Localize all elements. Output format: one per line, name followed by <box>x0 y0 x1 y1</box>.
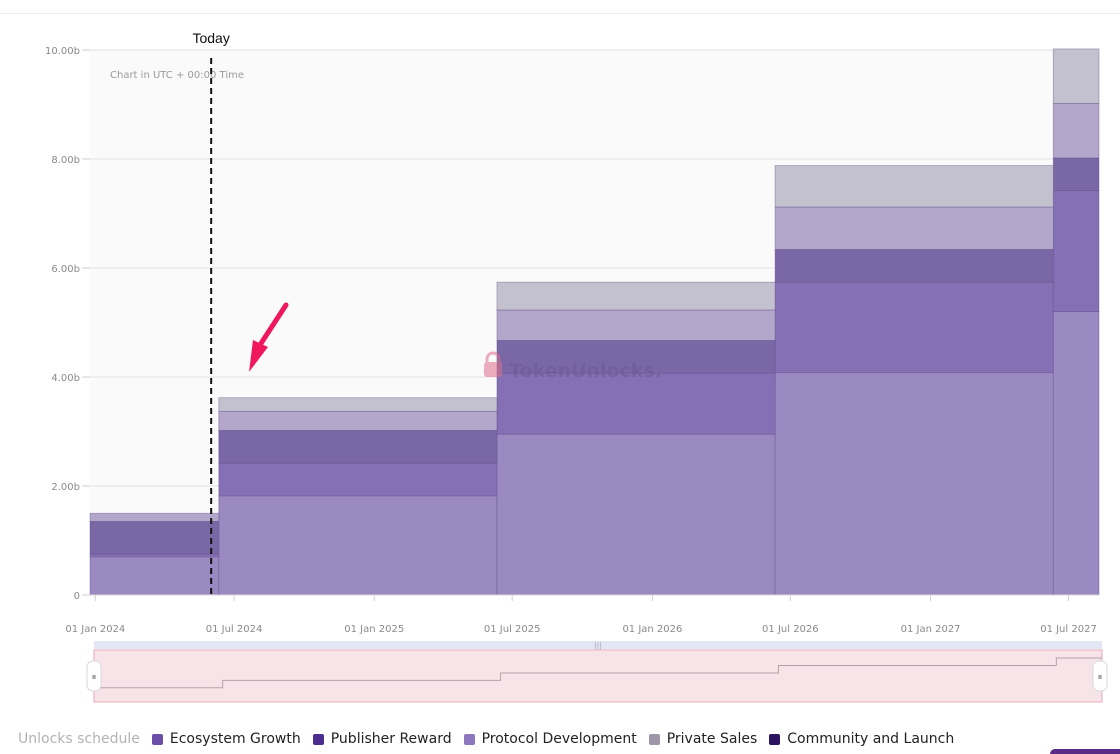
navigator-window[interactable] <box>93 649 1103 703</box>
area-segment[interactable] <box>496 433 776 596</box>
legend-title: Unlocks schedule <box>18 731 140 747</box>
scrollbar-grip-icon[interactable]: ||| <box>594 641 602 650</box>
area-segment[interactable] <box>218 397 498 412</box>
navigator-scrollbar[interactable] <box>94 641 1102 649</box>
arrow-icon <box>249 302 289 372</box>
y-tick-label: 2.00b <box>51 482 80 493</box>
legend-label: Community and Launch <box>787 731 955 747</box>
y-tick-label: 10.00b <box>45 46 80 57</box>
legend-label: Private Sales <box>666 731 758 747</box>
legend-label: Protocol Development <box>481 731 637 747</box>
legend-item-ecosystem-growth[interactable]: Ecosystem Growth <box>151 731 301 747</box>
area-segment[interactable] <box>89 553 220 558</box>
x-tick-label: 01 Jul 2027 <box>1040 624 1097 635</box>
legend-item-protocol-development[interactable]: Protocol Development <box>463 731 637 747</box>
watermark: TokenUnlocks. <box>484 351 662 382</box>
area-segment[interactable] <box>496 309 776 341</box>
timezone-note: Chart in UTC + 00:00 Time <box>110 70 244 81</box>
area-segment[interactable] <box>89 556 220 596</box>
area-segment[interactable] <box>1052 103 1100 159</box>
area-segment[interactable] <box>1052 157 1100 192</box>
x-tick-label: 01 Jan 2025 <box>344 624 404 635</box>
legend-swatch <box>151 733 163 745</box>
area-segment[interactable] <box>774 165 1054 208</box>
area-segment[interactable] <box>774 372 1054 596</box>
handle-grip-icon: ⏸ <box>92 672 97 683</box>
series-private-sales[interactable] <box>89 103 1100 522</box>
area-segment[interactable] <box>1052 48 1100 104</box>
x-tick-label: 01 Jan 2026 <box>622 624 682 635</box>
area-segment[interactable] <box>496 281 776 311</box>
area-segment[interactable] <box>218 462 498 497</box>
today-marker: Today <box>192 30 230 595</box>
corner-button[interactable] <box>1050 749 1120 754</box>
area-segment[interactable] <box>218 430 498 464</box>
legend-item-private-sales[interactable]: Private Sales <box>648 731 758 747</box>
legend-swatch <box>463 733 475 745</box>
handle-grip-icon: ⏸ <box>1098 672 1103 683</box>
x-tick-label: 01 Jul 2025 <box>484 624 541 635</box>
area-segment[interactable] <box>89 512 220 522</box>
area-segment[interactable] <box>89 521 220 555</box>
navigator-handle-left[interactable]: ⏸ <box>86 660 102 692</box>
area-segment[interactable] <box>496 372 776 435</box>
area-segment[interactable] <box>774 206 1054 250</box>
axes: 0 2.00b 4.00b 6.00b 8.00b 10.00b 01 Jan 2024 01… <box>45 46 1099 635</box>
top-bar <box>0 0 1120 14</box>
stacked-area-series[interactable] <box>89 48 1100 596</box>
x-tick-label: 01 Jul 2024 <box>206 624 263 635</box>
watermark-text: TokenUnlocks. <box>509 360 662 382</box>
y-tick-label: 0 <box>74 591 80 602</box>
legend-label: Publisher Reward <box>330 731 452 747</box>
area-segment[interactable] <box>1052 190 1100 312</box>
series-ecosystem-growth[interactable] <box>89 190 1100 558</box>
area-segment[interactable] <box>774 281 1054 374</box>
legend-label: Ecosystem Growth <box>169 731 301 747</box>
unlock-chart: 0 2.00b 4.00b 6.00b 8.00b 10.00b 01 Jan 2024 01… <box>45 30 1108 703</box>
area-segment[interactable] <box>218 495 498 596</box>
x-tick-label: 01 Jul 2026 <box>762 624 819 635</box>
y-tick-label: 8.00b <box>51 155 80 166</box>
legend-swatch <box>648 733 660 745</box>
range-navigator[interactable]: ||| ⏸ ⏸ <box>86 641 1108 703</box>
navigator-series-line <box>94 657 1102 689</box>
legend: Unlocks schedule Ecosystem Growth Publis… <box>18 729 966 749</box>
lock-icon <box>484 351 502 377</box>
legend-swatch <box>312 733 324 745</box>
area-segment[interactable] <box>774 249 1054 283</box>
today-label: Today <box>192 30 229 46</box>
y-tick-label: 6.00b <box>51 264 80 275</box>
area-segment[interactable] <box>218 410 498 431</box>
series-protocol-development[interactable] <box>89 311 1100 596</box>
x-tick-label: 01 Jan 2024 <box>65 624 125 635</box>
x-tick-label: 01 Jan 2027 <box>901 624 961 635</box>
area-segment[interactable] <box>1052 311 1100 596</box>
navigator-handle-right[interactable]: ⏸ <box>1092 660 1108 692</box>
series-community-and-launch[interactable] <box>218 48 1100 412</box>
y-tick-label: 4.00b <box>51 373 80 384</box>
legend-swatch <box>769 733 781 745</box>
legend-item-publisher-reward[interactable]: Publisher Reward <box>312 731 452 747</box>
legend-item-community-and-launch[interactable]: Community and Launch <box>769 731 954 747</box>
series-publisher-reward[interactable] <box>89 157 1100 555</box>
